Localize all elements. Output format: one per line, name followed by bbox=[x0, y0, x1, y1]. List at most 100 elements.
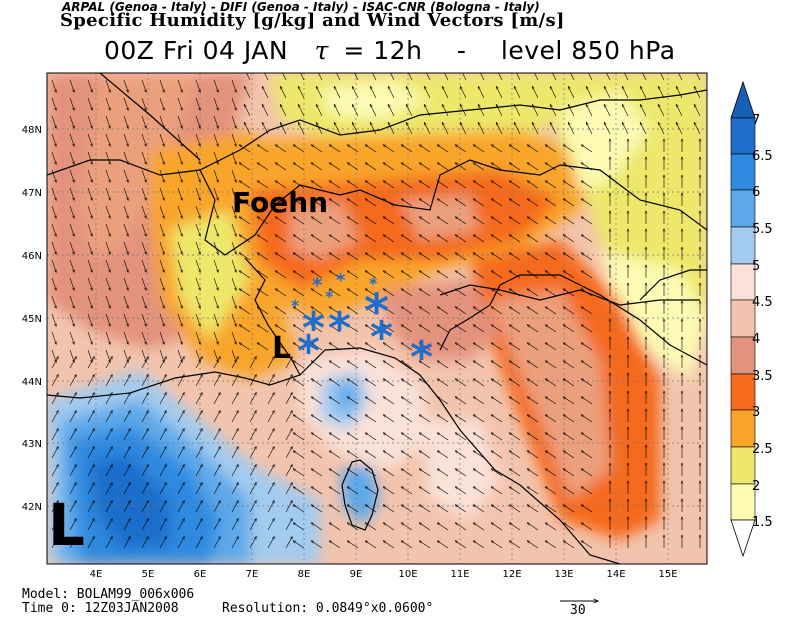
wind-arrow bbox=[419, 505, 431, 513]
wind-arrow bbox=[491, 469, 503, 477]
wind-arrow bbox=[581, 541, 593, 549]
wind-arrow bbox=[509, 379, 521, 387]
wind-arrow bbox=[509, 289, 521, 297]
wind-arrow bbox=[195, 277, 200, 290]
wind-arrow bbox=[249, 501, 256, 513]
wind-arrow bbox=[563, 199, 575, 207]
wind-arrow bbox=[87, 277, 92, 290]
lon-label: 7E bbox=[246, 569, 259, 580]
wind-arrow bbox=[586, 122, 593, 135]
wind-arrow bbox=[231, 375, 238, 387]
wind-arrow bbox=[249, 375, 256, 387]
wind-arrow bbox=[401, 415, 413, 423]
wind-arrow bbox=[437, 271, 449, 279]
wind-arrow bbox=[51, 169, 56, 182]
wind-arrow bbox=[509, 415, 521, 423]
star-marker: * bbox=[328, 303, 351, 354]
wind-arrow bbox=[514, 104, 521, 117]
wind-arrow bbox=[365, 325, 377, 333]
wind-arrow bbox=[329, 379, 341, 387]
reference-vector-label: 30 bbox=[570, 603, 586, 618]
run-time: 00Z Fri 04 JAN bbox=[104, 36, 289, 65]
wind-arrow bbox=[51, 295, 56, 308]
wind-arrow bbox=[527, 307, 539, 315]
wind-arrow bbox=[480, 73, 485, 81]
wind-arrow bbox=[195, 295, 200, 308]
wind-arrow bbox=[311, 289, 323, 297]
wind-arrow bbox=[401, 343, 413, 351]
wind-arrow bbox=[491, 289, 503, 297]
wind-arrow bbox=[280, 104, 287, 117]
wind-arrow bbox=[401, 163, 413, 171]
wind-arrow bbox=[473, 343, 485, 351]
wind-arrow bbox=[285, 393, 292, 405]
wind-arrow bbox=[69, 205, 74, 218]
wind-arrow bbox=[267, 447, 274, 459]
low-pressure-label-large: L bbox=[48, 491, 85, 559]
wind-arrow bbox=[141, 429, 148, 441]
wind-arrow bbox=[280, 86, 287, 99]
wind-arrow bbox=[231, 79, 236, 92]
wind-arrow bbox=[213, 331, 218, 344]
wind-arrow bbox=[231, 115, 236, 128]
wind-arrow bbox=[213, 447, 220, 459]
wind-arrow bbox=[588, 73, 593, 81]
wind-arrow bbox=[141, 223, 146, 236]
wind-arrow bbox=[563, 451, 575, 459]
wind-arrow bbox=[293, 397, 305, 405]
wind-arrow bbox=[293, 379, 305, 387]
wind-arrow bbox=[491, 307, 503, 315]
wind-arrow bbox=[311, 379, 323, 387]
wind-arrow bbox=[329, 253, 341, 261]
wind-arrow bbox=[195, 223, 200, 236]
wind-arrow bbox=[437, 145, 449, 153]
wind-arrow bbox=[69, 519, 76, 531]
wind-arrow bbox=[275, 253, 287, 261]
wind-arrow bbox=[141, 331, 146, 344]
wind-arrow bbox=[527, 487, 539, 495]
wind-arrow bbox=[123, 393, 130, 405]
wind-arrow bbox=[419, 325, 431, 333]
wind-arrow bbox=[293, 271, 305, 279]
wind-arrow bbox=[347, 379, 359, 387]
wind-arrow bbox=[491, 451, 503, 459]
wind-arrow bbox=[285, 447, 292, 459]
wind-arrow bbox=[123, 349, 128, 362]
wind-arrow bbox=[311, 325, 323, 333]
wind-arrow bbox=[370, 86, 377, 99]
wind-arrow bbox=[581, 433, 593, 441]
wind-arrow bbox=[231, 331, 236, 344]
wind-arrow bbox=[347, 145, 359, 153]
wind-arrow bbox=[213, 465, 220, 477]
wind-arrow bbox=[365, 181, 377, 189]
wind-arrow bbox=[87, 79, 92, 92]
wind-arrow bbox=[419, 343, 431, 351]
wind-arrow bbox=[285, 519, 292, 531]
wind-arrow bbox=[159, 313, 164, 326]
wind-arrow bbox=[267, 537, 274, 549]
wind-arrow bbox=[262, 86, 269, 99]
lon-label: 4E bbox=[90, 569, 103, 580]
wind-arrow bbox=[257, 289, 269, 297]
wind-arrow bbox=[640, 122, 647, 135]
wind-arrow bbox=[406, 104, 413, 117]
wind-arrow bbox=[87, 115, 92, 128]
wind-arrow bbox=[455, 379, 467, 387]
plot-frame bbox=[46, 72, 708, 565]
wind-arrow bbox=[239, 343, 251, 351]
wind-arrow bbox=[424, 122, 431, 135]
wind-arrow bbox=[334, 104, 341, 117]
wind-arrow bbox=[293, 523, 305, 531]
wind-arrow bbox=[69, 357, 76, 369]
wind-arrow bbox=[280, 122, 287, 135]
wind-arrow bbox=[372, 73, 377, 81]
wind-arrow bbox=[473, 361, 485, 369]
wind-arrow bbox=[329, 451, 341, 459]
wind-arrow bbox=[293, 451, 305, 459]
wind-arrow bbox=[267, 411, 274, 423]
wind-arrow bbox=[105, 331, 110, 344]
wind-arrow bbox=[316, 86, 323, 99]
wind-arrow bbox=[444, 73, 449, 81]
wind-arrow bbox=[195, 447, 202, 459]
wind-arrow bbox=[545, 541, 557, 549]
